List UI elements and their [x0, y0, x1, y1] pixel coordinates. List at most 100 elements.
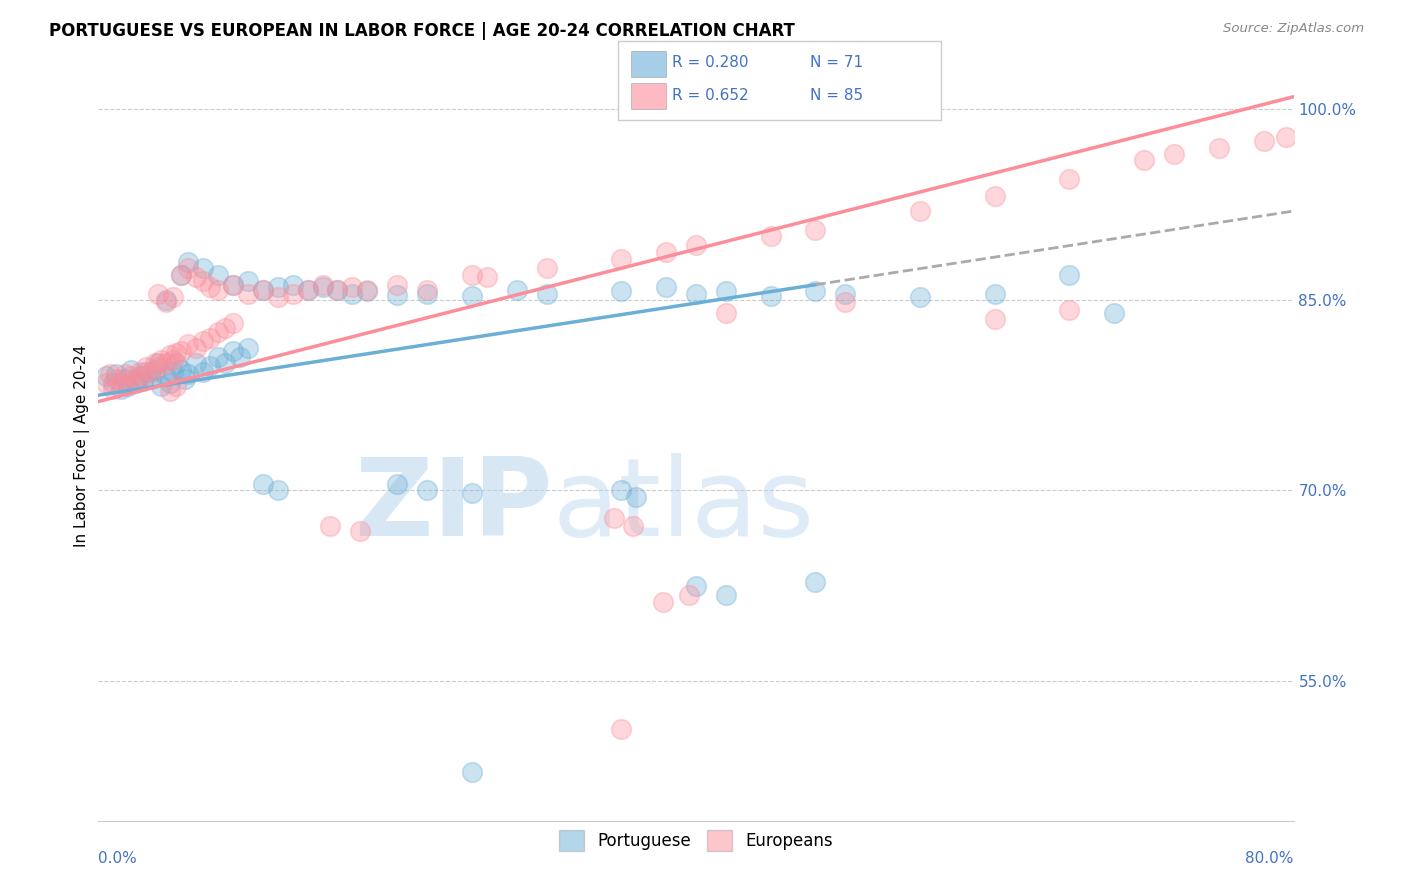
Point [114, 372, 136, 386]
Point [1104, 306, 1126, 320]
Point [804, 574, 827, 589]
Point [105, 372, 128, 386]
Point [200, 280, 222, 294]
Point [191, 261, 214, 276]
Point [184, 270, 207, 285]
Point [165, 346, 187, 360]
Point [621, 519, 644, 533]
Point [200, 331, 222, 345]
Point [159, 376, 181, 390]
Point [1163, 147, 1185, 161]
Point [342, 286, 364, 301]
Point [155, 293, 177, 307]
Point [685, 286, 707, 301]
Point [169, 268, 191, 282]
Point [132, 374, 155, 388]
Point [655, 244, 678, 259]
Text: N = 85: N = 85 [810, 87, 863, 103]
Y-axis label: In Labor Force | Age 20-24: In Labor Force | Age 20-24 [75, 345, 90, 547]
Point [165, 379, 187, 393]
Point [129, 369, 152, 384]
Point [110, 376, 132, 390]
Point [610, 722, 633, 736]
Point [150, 352, 173, 367]
Point [139, 365, 162, 379]
Point [143, 356, 166, 370]
Point [117, 376, 139, 390]
Point [125, 376, 148, 390]
Point [200, 359, 222, 373]
Point [461, 486, 484, 500]
Point [804, 223, 827, 237]
Point [416, 286, 439, 301]
Point [759, 229, 782, 244]
Point [252, 283, 274, 297]
Point [297, 283, 319, 297]
Point [120, 363, 142, 377]
Text: 0.0%: 0.0% [98, 851, 138, 865]
Point [191, 365, 214, 379]
Point [319, 519, 342, 533]
Text: R = 0.280: R = 0.280 [672, 55, 748, 70]
Point [159, 384, 181, 399]
Point [461, 765, 484, 780]
Point [148, 360, 170, 375]
Point [148, 356, 170, 370]
Point [252, 477, 274, 491]
FancyBboxPatch shape [631, 83, 666, 109]
Point [236, 274, 259, 288]
Point [236, 341, 259, 355]
Point [236, 286, 259, 301]
Point [98, 367, 122, 381]
Point [191, 334, 214, 348]
Point [759, 289, 782, 303]
Point [506, 283, 529, 297]
Point [143, 363, 166, 377]
Point [678, 588, 700, 602]
Point [169, 268, 191, 282]
Point [984, 312, 1007, 326]
Point [984, 189, 1007, 203]
Point [610, 284, 633, 298]
Point [129, 365, 152, 379]
Point [114, 367, 136, 381]
Point [177, 337, 200, 351]
Point [385, 477, 409, 491]
Point [94, 369, 117, 384]
Point [252, 283, 274, 297]
Point [139, 372, 162, 386]
Point [416, 283, 439, 297]
Point [536, 286, 558, 301]
Point [222, 316, 245, 330]
Text: ZIP: ZIP [354, 453, 553, 559]
Point [714, 306, 737, 320]
Point [177, 261, 200, 276]
Point [267, 280, 290, 294]
Point [148, 286, 170, 301]
Point [326, 283, 349, 297]
Point [475, 270, 498, 285]
Point [685, 579, 707, 593]
Point [207, 283, 229, 297]
Point [342, 280, 364, 294]
Point [165, 356, 187, 370]
Point [1253, 134, 1275, 148]
Point [222, 277, 245, 292]
Text: 80.0%: 80.0% [1246, 851, 1294, 865]
Point [207, 350, 229, 364]
Point [536, 261, 558, 276]
Point [461, 268, 484, 282]
Point [135, 365, 157, 379]
Point [214, 356, 236, 370]
Point [356, 283, 378, 297]
Point [311, 277, 333, 292]
Point [626, 490, 648, 504]
FancyBboxPatch shape [631, 51, 666, 77]
Point [461, 289, 484, 303]
Point [311, 280, 333, 294]
Point [94, 376, 117, 390]
Point [267, 290, 290, 304]
Point [714, 284, 737, 298]
Point [177, 367, 200, 381]
Point [267, 483, 290, 498]
